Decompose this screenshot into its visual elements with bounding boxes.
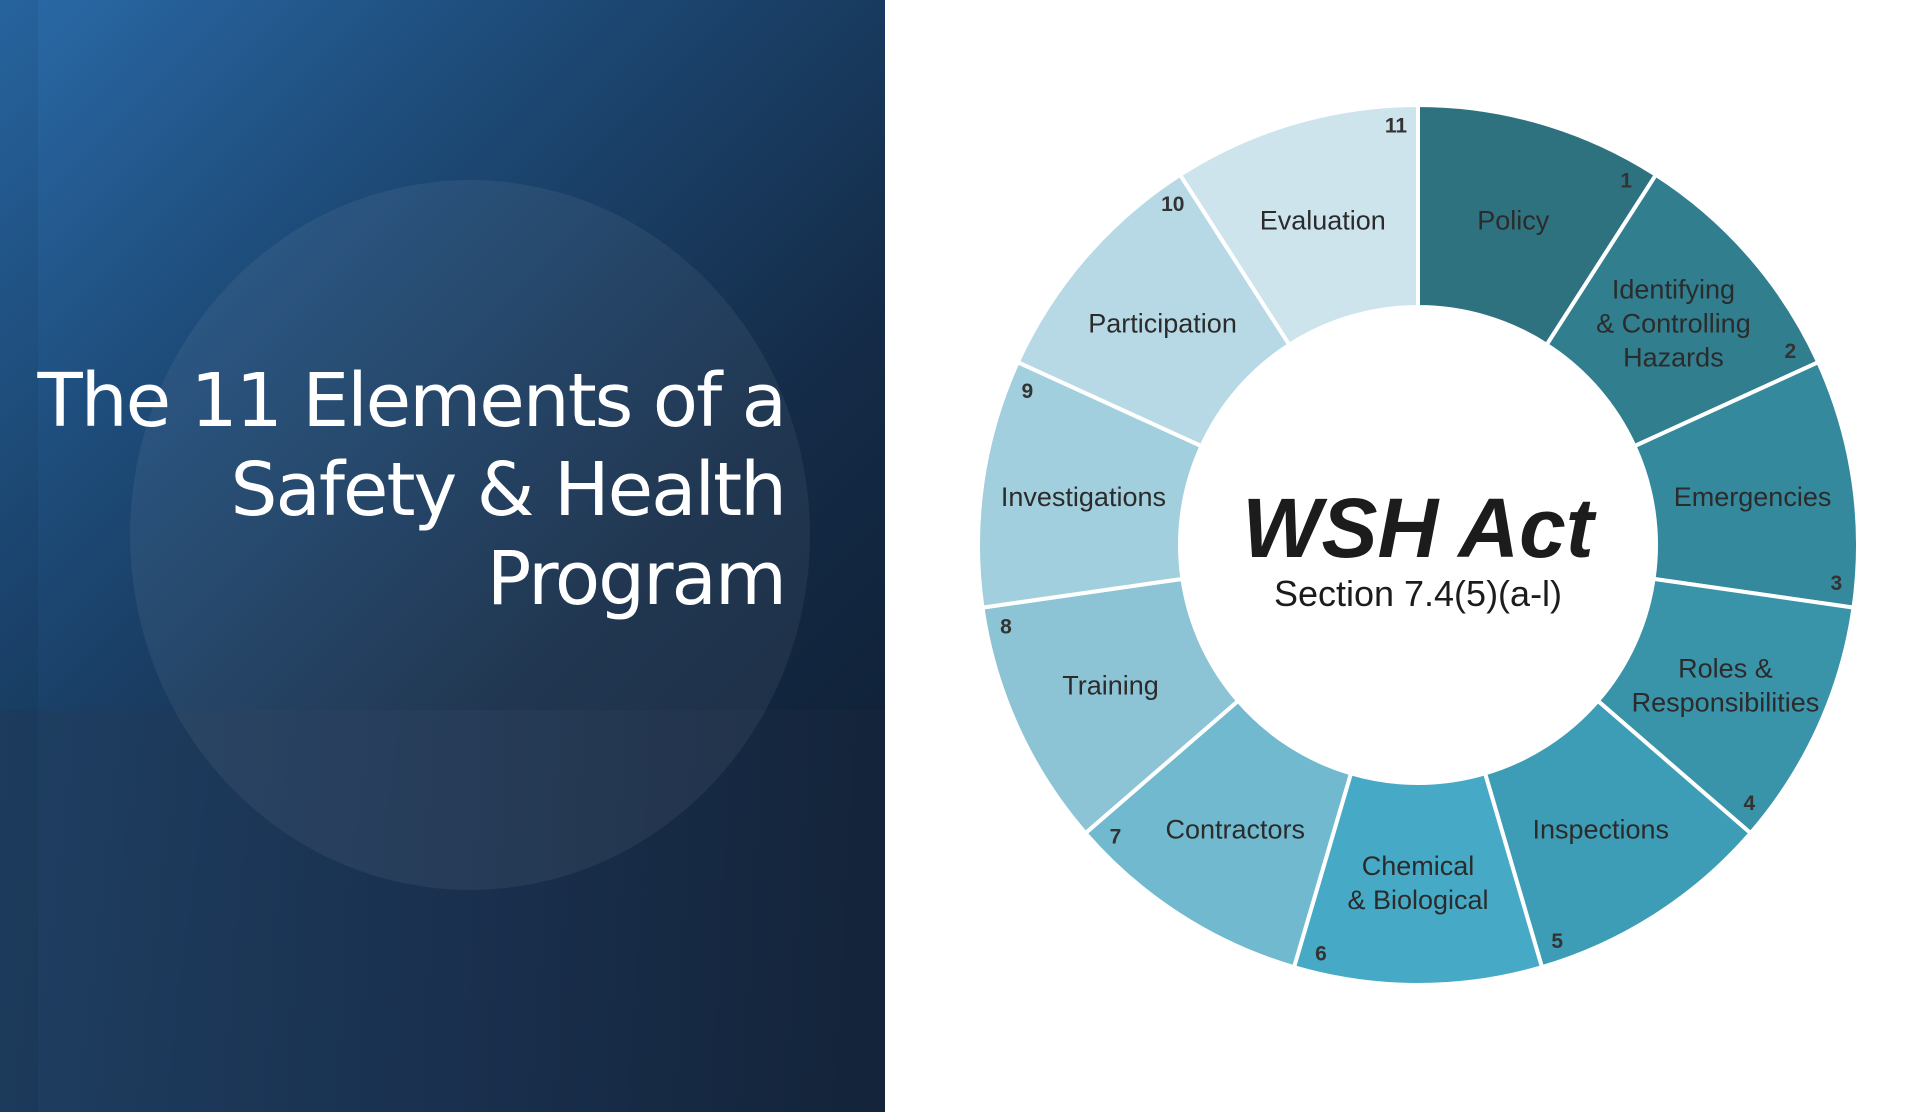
segment-label-11: Evaluation [1260,206,1386,236]
segment-label-3: Emergencies [1674,482,1832,512]
title-line-1: The 11 Elements of a [37,358,787,444]
segment-label-line: & Biological [1347,885,1488,915]
segment-number-4: 4 [1744,792,1756,815]
segment-label-line: Training [1062,670,1159,700]
segment-label-8: Training [1062,670,1159,700]
segment-number-10: 10 [1161,193,1184,216]
segment-number-3: 3 [1830,572,1842,595]
segment-number-9: 9 [1022,380,1034,403]
segment-label-line: Evaluation [1260,206,1386,236]
segment-label-line: & Controlling [1596,309,1751,339]
panel-band [0,710,885,1112]
segment-label-line: Policy [1477,206,1550,236]
center-title: WSH Act [1242,481,1597,575]
segment-label-line: Contractors [1165,814,1305,844]
segment-label-line: Chemical [1362,851,1475,881]
title-line-3: Program [486,536,787,622]
segment-number-8: 8 [1000,615,1012,638]
segment-number-11: 11 [1385,115,1408,138]
segment-label-6: Chemical & Biological [1347,851,1488,915]
segment-label-line: Identifying [1612,275,1735,305]
wheel-segments: Policy 1 Identifying & Controlling Hazards 2 E… [976,102,1860,987]
segment-number-1: 1 [1620,169,1632,192]
segment-number-2: 2 [1785,340,1797,363]
segment-label-5: Inspections [1532,814,1669,844]
segment-number-5: 5 [1551,930,1563,953]
segment-label-line: Hazards [1623,343,1724,373]
segment-label-7: Contractors [1165,814,1305,844]
segment-label-10: Participation [1088,309,1237,339]
decorative-circle [130,180,810,890]
segment-label-1: Policy [1477,206,1550,236]
title-panel [0,0,885,1112]
panel-gutter [0,0,38,1112]
segment-number-6: 6 [1315,943,1327,966]
segment-label-4: Roles & Responsibilities [1632,653,1820,717]
segment-label-line: Responsibilities [1632,687,1820,717]
segment-label-line: Inspections [1532,814,1669,844]
segment-number-7: 7 [1110,825,1122,848]
segment-label-line: Investigations [1001,482,1166,512]
segment-label-line: Emergencies [1674,482,1832,512]
segment-label-line: Roles & [1678,653,1773,683]
title-line-2: Safety & Health [230,447,787,533]
segment-label-9: Investigations [1001,482,1166,512]
center-disc [1180,307,1656,783]
center-subtitle: Section 7.4(5)(a-l) [1274,573,1562,614]
slide-title: The 11 Elements of a Safety & Health Pro… [25,357,787,624]
segment-label-line: Participation [1088,309,1237,339]
segment-label-2: Identifying & Controlling Hazards [1596,275,1751,373]
